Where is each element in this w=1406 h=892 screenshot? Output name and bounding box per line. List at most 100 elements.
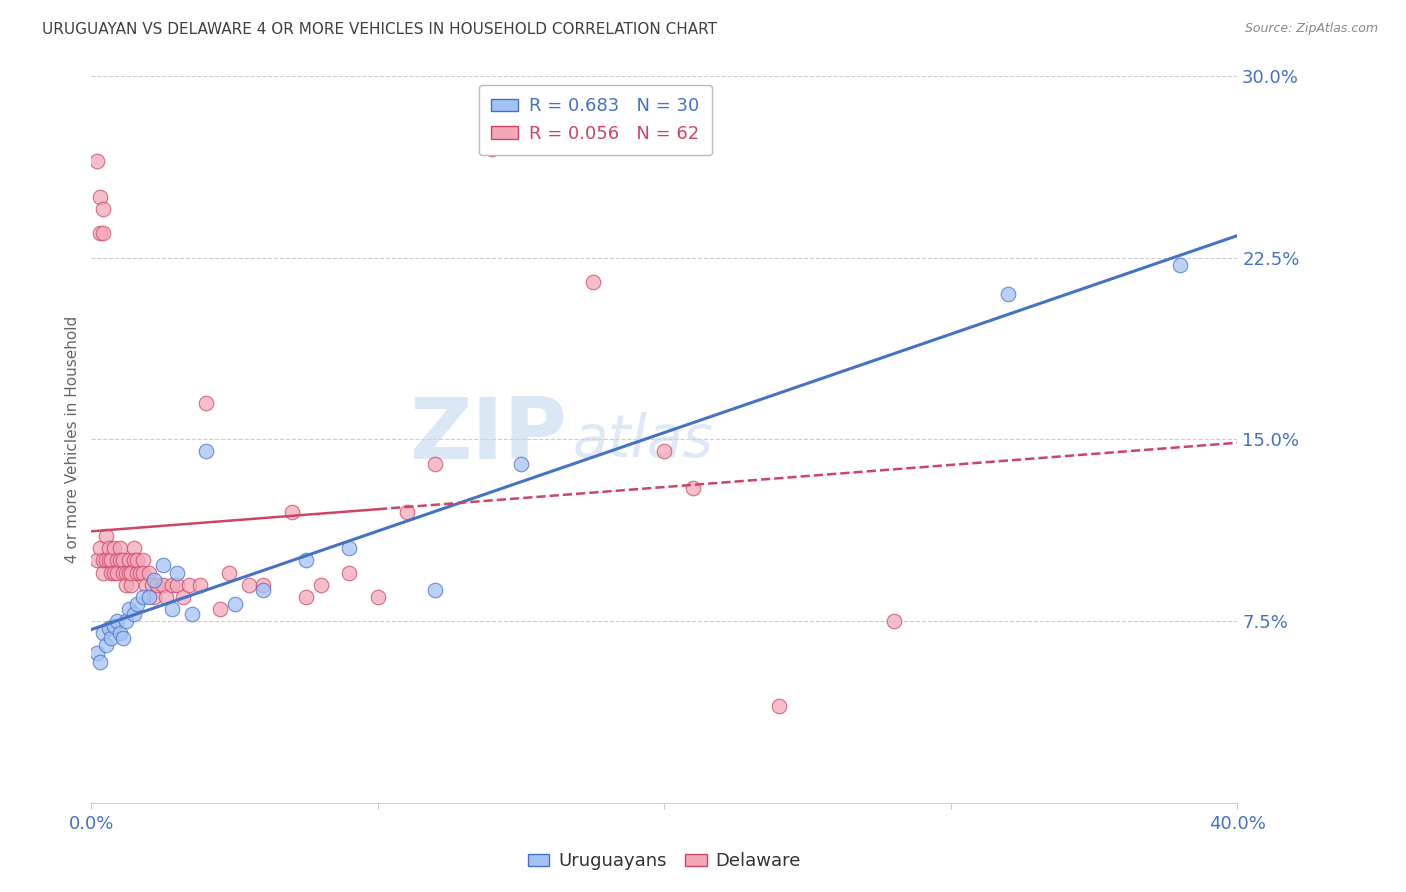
Point — [124, 541, 146, 556]
Point — [117, 566, 139, 580]
Point — [114, 566, 136, 580]
Point — [146, 578, 169, 592]
Point — [117, 553, 139, 567]
Point — [105, 553, 128, 567]
Point — [172, 590, 194, 604]
Point — [177, 578, 200, 592]
Point — [367, 590, 389, 604]
Point — [100, 631, 122, 645]
Point — [97, 541, 120, 556]
Point — [103, 566, 125, 580]
Point — [160, 578, 183, 592]
Point — [224, 597, 246, 611]
Point — [252, 578, 274, 592]
Text: atlas: atlas — [572, 412, 714, 469]
Point — [143, 590, 166, 604]
Point — [121, 578, 143, 592]
Point — [337, 541, 360, 556]
Point — [166, 566, 188, 580]
Point — [121, 566, 143, 580]
Point — [91, 566, 114, 580]
Point — [97, 553, 120, 567]
Point — [138, 566, 160, 580]
Point — [295, 590, 318, 604]
Text: Source: ZipAtlas.com: Source: ZipAtlas.com — [1244, 22, 1378, 36]
Point — [218, 566, 240, 580]
Point — [91, 626, 114, 640]
Point — [132, 566, 155, 580]
Point — [395, 505, 418, 519]
Point — [882, 614, 904, 628]
Point — [100, 566, 122, 580]
Point — [1168, 258, 1191, 272]
Point — [124, 553, 146, 567]
Text: URUGUAYAN VS DELAWARE 4 OR MORE VEHICLES IN HOUSEHOLD CORRELATION CHART: URUGUAYAN VS DELAWARE 4 OR MORE VEHICLES… — [42, 22, 717, 37]
Legend: Uruguayans, Delaware: Uruguayans, Delaware — [520, 845, 808, 878]
Point — [510, 457, 533, 471]
Point — [89, 655, 111, 669]
Point — [91, 227, 114, 241]
Point — [89, 190, 111, 204]
Point — [138, 590, 160, 604]
Point — [141, 578, 163, 592]
Point — [423, 457, 446, 471]
Point — [768, 698, 790, 713]
Point — [155, 590, 177, 604]
Point — [103, 541, 125, 556]
Point — [682, 481, 704, 495]
Point — [481, 142, 503, 156]
Point — [652, 444, 675, 458]
Point — [295, 553, 318, 567]
Point — [143, 573, 166, 587]
Point — [86, 553, 108, 567]
Point — [94, 638, 117, 652]
Point — [337, 566, 360, 580]
Point — [132, 553, 155, 567]
Point — [160, 602, 183, 616]
Point — [108, 626, 131, 640]
Point — [94, 529, 117, 543]
Point — [997, 287, 1019, 301]
Point — [209, 602, 232, 616]
Point — [127, 553, 149, 567]
Point — [108, 553, 131, 567]
Point — [423, 582, 446, 597]
Point — [103, 619, 125, 633]
Point — [114, 614, 136, 628]
Point — [152, 578, 174, 592]
Point — [180, 607, 202, 621]
Point — [582, 275, 605, 289]
Point — [105, 614, 128, 628]
Point — [188, 578, 211, 592]
Point — [194, 444, 217, 458]
Point — [117, 602, 139, 616]
Point — [135, 578, 157, 592]
Point — [127, 566, 149, 580]
Point — [111, 553, 134, 567]
Point — [252, 582, 274, 597]
Point — [89, 227, 111, 241]
Point — [100, 553, 122, 567]
Point — [105, 566, 128, 580]
Point — [124, 607, 146, 621]
Point — [127, 597, 149, 611]
Point — [86, 153, 108, 168]
Point — [89, 541, 111, 556]
Point — [86, 646, 108, 660]
Point — [194, 396, 217, 410]
Point — [91, 553, 114, 567]
Point — [538, 105, 561, 120]
Point — [94, 553, 117, 567]
Point — [111, 566, 134, 580]
Point — [309, 578, 332, 592]
Point — [166, 578, 188, 592]
Point — [152, 558, 174, 573]
Point — [129, 566, 152, 580]
Point — [97, 621, 120, 635]
Point — [91, 202, 114, 216]
Y-axis label: 4 or more Vehicles in Household: 4 or more Vehicles in Household — [65, 316, 80, 563]
Point — [281, 505, 304, 519]
Point — [108, 541, 131, 556]
Point — [238, 578, 260, 592]
Text: ZIP: ZIP — [409, 394, 567, 477]
